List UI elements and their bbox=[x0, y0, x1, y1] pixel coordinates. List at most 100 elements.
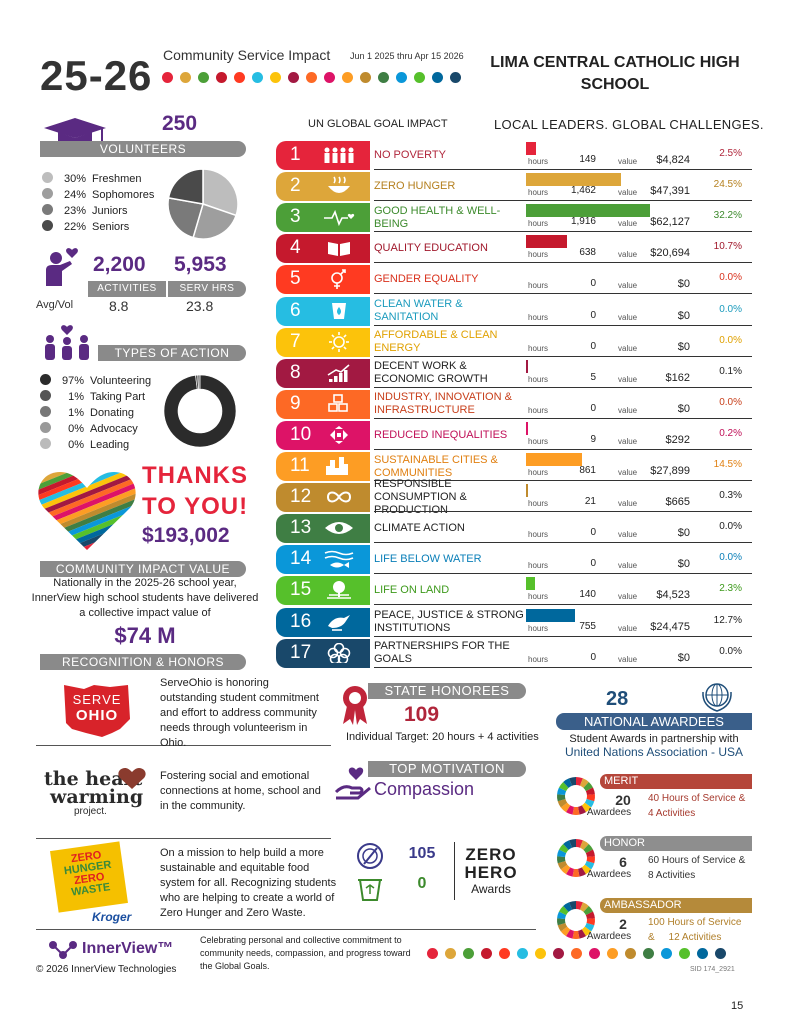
goal-hours-bar bbox=[526, 453, 582, 466]
community-impact-text-3: a collective impact value of bbox=[79, 607, 211, 619]
legend-item: 1% Donating bbox=[40, 405, 170, 421]
color-dot bbox=[324, 72, 335, 83]
award-card: HONOR 6 Awardees 60 Hours of Service & 8 Act… bbox=[556, 834, 752, 890]
goal-badge: 17 bbox=[276, 638, 370, 668]
goal-row-divider bbox=[374, 169, 752, 170]
top-motivation-label: TOP MOTIVATION bbox=[368, 761, 526, 777]
goal-row-divider bbox=[374, 604, 752, 606]
color-dot bbox=[288, 72, 299, 83]
goal-value: $0 bbox=[677, 527, 690, 540]
goal-value: $62,127 bbox=[650, 216, 690, 229]
zero-hero-line2: HERO bbox=[464, 863, 518, 882]
goal-row: 15 LIFE ON LAND hours 140 value $4,523 2.3% bbox=[276, 576, 754, 606]
legend-pct: 23% bbox=[63, 205, 86, 217]
color-dot bbox=[697, 948, 708, 959]
legend-label: Volunteering bbox=[90, 375, 152, 387]
award-requirement-1: 60 Hours of Service & bbox=[648, 855, 746, 866]
goal-number: 11 bbox=[290, 455, 310, 476]
goal-hours-label: hours bbox=[528, 250, 549, 260]
sdg-wheel-segment bbox=[576, 777, 583, 786]
sdg-wheel-segment bbox=[572, 868, 580, 877]
goal-number: 14 bbox=[290, 548, 312, 570]
sdg-wheel-segment bbox=[572, 930, 580, 939]
goal-value: $0 bbox=[677, 402, 690, 415]
goal-row-divider bbox=[374, 324, 752, 326]
color-dot bbox=[180, 72, 191, 83]
goal-row: 11 SUSTAINABLE CITIES & COMMUNITIES hours 8… bbox=[276, 452, 754, 481]
legend-swatch bbox=[42, 204, 53, 215]
goal-value: $24,475 bbox=[650, 620, 690, 633]
sdg-wheel-segment bbox=[578, 805, 587, 815]
goal-name: LIFE ON LAND bbox=[374, 584, 450, 597]
heartwarming-logo: the heart warming project. bbox=[44, 768, 162, 818]
recognition-label: RECOGNITION & HONORS bbox=[40, 654, 246, 670]
goal-row: 1 NO POVERTY hours 149 value $4,824 2.5% bbox=[276, 141, 754, 170]
sdg-wheel-segment bbox=[578, 867, 587, 877]
color-dot bbox=[162, 72, 173, 83]
heartwarming-logo-line2: warming bbox=[50, 786, 144, 808]
goal-name: NO POVERTY bbox=[374, 149, 446, 161]
award-card: AMBASSADOR 2 Awardees 100 Hours of Service &… bbox=[556, 896, 752, 952]
goal-row-divider bbox=[374, 262, 752, 264]
heart-stripe bbox=[38, 472, 136, 521]
serve-ohio-logo-top: SERVE bbox=[72, 692, 122, 707]
legend-item: 0% Leading bbox=[40, 437, 170, 453]
legend-label: Seniors bbox=[92, 221, 130, 233]
school-name-line1: LIMA CENTRAL CATHOLIC HIGH bbox=[490, 54, 740, 71]
goal-hours-bar bbox=[526, 421, 528, 435]
growth-chart-icon bbox=[327, 364, 350, 382]
goal-badge: 10 bbox=[276, 420, 370, 450]
heart-stripe bbox=[38, 472, 136, 507]
goal-name: LIFE BELOW WATER bbox=[374, 553, 482, 566]
serve-ohio-text: ServeOhio is honoring outstanding studen… bbox=[160, 677, 319, 749]
plate-fork-icon bbox=[357, 843, 383, 869]
legend-swatch bbox=[42, 188, 53, 199]
legend-swatch bbox=[42, 172, 53, 183]
tree-icon bbox=[327, 581, 351, 600]
pie-slice bbox=[167, 197, 204, 239]
goal-value-label: value bbox=[618, 281, 638, 291]
legend-item: 1% Taking Part bbox=[40, 389, 170, 405]
goal-percent: 0.3% bbox=[719, 490, 742, 502]
legend-pct: 24% bbox=[63, 189, 86, 201]
heartwarming-logo-line1: the heart bbox=[44, 768, 143, 790]
sdg-wheel-segment bbox=[565, 805, 574, 815]
goal-row: 14 LIFE BELOW WATER hours 0 value $0 0.0% bbox=[276, 545, 754, 575]
goal-row: 7 AFFORDABLE & CLEAN ENERGY hours 0 value $0 0… bbox=[276, 327, 754, 357]
striped-heart-icon bbox=[38, 472, 136, 550]
goal-row: 4 QUALITY EDUCATION hours 638 value $20,694 10… bbox=[276, 234, 754, 264]
sdg-wheel-segment bbox=[560, 864, 571, 875]
sdg-wheel-segment bbox=[557, 856, 566, 864]
goal-hours-bar bbox=[526, 577, 536, 591]
zero-hunger-count: 105 bbox=[408, 845, 436, 862]
sdg-wheel-segment bbox=[565, 867, 574, 877]
award-awardees-label: Awardees bbox=[586, 869, 632, 880]
sdg-wheel-segment bbox=[557, 849, 567, 857]
goal-row-divider bbox=[374, 480, 752, 481]
sdg-wheel-segment bbox=[585, 911, 595, 919]
goal-hours: 0 bbox=[590, 651, 596, 663]
goal-hours-label: hours bbox=[528, 561, 549, 571]
celebrating-text: Celebrating personal and collective comm… bbox=[200, 935, 411, 971]
goal-hours-label: hours bbox=[528, 530, 549, 540]
legend-swatch bbox=[40, 422, 51, 433]
award-awardees-label: Awardees bbox=[586, 807, 632, 818]
people-icon bbox=[324, 147, 354, 163]
legend-label: Advocacy bbox=[90, 423, 138, 435]
color-dot bbox=[463, 948, 474, 959]
serve-ohio-logo bbox=[64, 685, 130, 737]
sdg-wheel-segment bbox=[569, 777, 576, 786]
avg-hours: 23.8 bbox=[186, 298, 214, 314]
goal-badge: 9 bbox=[276, 389, 370, 419]
goal-name: GOOD HEALTH & WELL-BEING bbox=[374, 204, 501, 230]
award-count: 6 bbox=[619, 854, 627, 870]
thanks-line1: THANKS bbox=[142, 462, 248, 489]
color-dot bbox=[553, 948, 564, 959]
sdg-wheel-segment bbox=[584, 861, 595, 870]
heart-stripe bbox=[38, 472, 136, 525]
goal-row-divider bbox=[374, 355, 752, 357]
goal-hours-label: hours bbox=[528, 592, 549, 602]
goal-percent: 0.0% bbox=[719, 396, 742, 408]
goal-hours: 0 bbox=[590, 309, 596, 321]
sdg-wheel-segment bbox=[578, 929, 587, 939]
